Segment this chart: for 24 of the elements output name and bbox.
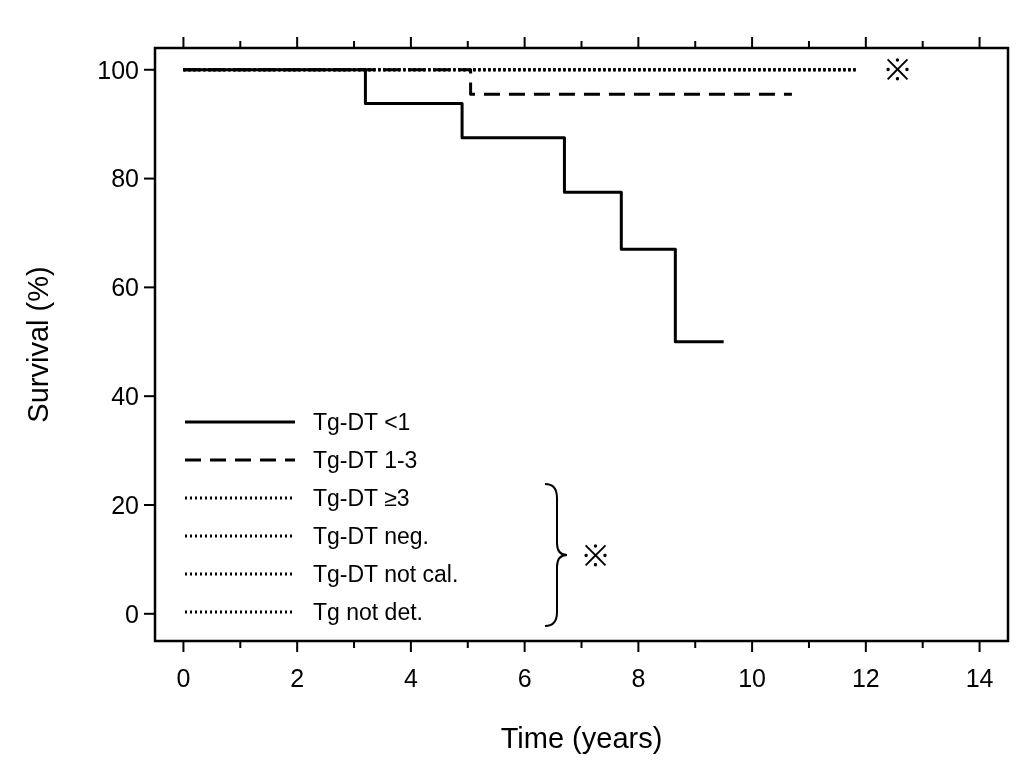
x-tick-label: 0	[176, 664, 191, 692]
y-axis-title: Survival (%)	[22, 266, 54, 423]
x-tick-label: 8	[631, 664, 646, 692]
y-tick-label: 0	[125, 599, 139, 628]
legend-label: Tg-DT not cal.	[313, 561, 459, 588]
legend-label: Tg-DT neg.	[313, 523, 429, 550]
x-tick-label: 4	[403, 664, 418, 692]
x-tick-label: 12	[851, 664, 880, 692]
legend-label: Tg-DT <1	[313, 409, 411, 436]
x-tick-label: 10	[738, 664, 767, 692]
legend-label: Tg-DT ≥3	[313, 485, 410, 512]
legend-label: Tg-DT 1-3	[313, 447, 418, 474]
x-axis-title: Time (years)	[500, 722, 663, 754]
y-tick-label: 100	[97, 55, 139, 84]
x-tick-label: 2	[290, 664, 305, 692]
legend-label: Tg not det.	[313, 599, 423, 626]
y-tick-label: 60	[111, 273, 139, 302]
y-tick-label: 40	[111, 381, 139, 410]
x-tick-label: 14	[965, 664, 994, 692]
y-tick-label: 20	[111, 490, 139, 519]
x-tick-label: 6	[517, 664, 532, 692]
y-tick-label: 80	[111, 164, 139, 193]
annotation: ※	[884, 53, 910, 87]
annotation: ※	[582, 538, 608, 572]
